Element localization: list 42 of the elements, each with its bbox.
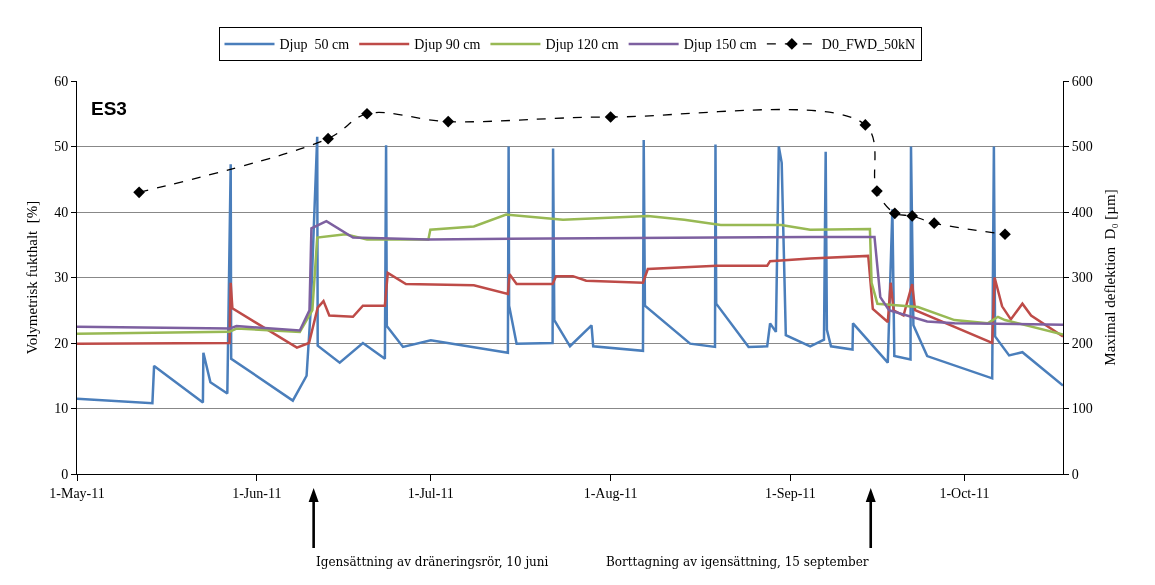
y2-tick-label: 100 xyxy=(1071,401,1093,417)
y2-tick-label: 300 xyxy=(1071,270,1093,286)
x-tick-label: 1-Jul-11 xyxy=(407,485,454,501)
y-tick-label: 0 xyxy=(61,466,69,482)
point xyxy=(322,132,334,145)
x-tick-label: 1-Aug-11 xyxy=(583,485,638,501)
text: Borttagning av igensättning, 15 september xyxy=(606,555,869,569)
y-tick-label: 40 xyxy=(54,204,69,220)
legend-label: Djup 120 cm xyxy=(545,37,619,53)
annotation: ES3 xyxy=(91,98,127,119)
y-tick-label: 30 xyxy=(54,270,69,286)
y2-axis-title: Maximal deflektion D₀ [µm] xyxy=(1101,189,1118,366)
y2-tick-label: 0 xyxy=(1071,466,1079,482)
point xyxy=(604,111,617,123)
point xyxy=(859,119,872,131)
x-tick-label: 1-Jun-11 xyxy=(232,485,282,501)
x-tick-label: 1-Sep-11 xyxy=(764,485,816,501)
x-tick-label: 1-Oct-11 xyxy=(939,485,990,501)
y-axis-title: Volymetrisk fukthalt [%] xyxy=(24,200,41,355)
point xyxy=(442,115,455,128)
y2-tick-label: 200 xyxy=(1071,335,1093,351)
legend-label: Djup 90 cm xyxy=(414,37,481,53)
text: Igensättning av dräneringsrör, 10 juni xyxy=(316,555,549,569)
y2-tick-label: 600 xyxy=(1071,73,1093,89)
y-tick-label: 60 xyxy=(54,73,69,89)
legend-label: Djup 150 cm xyxy=(683,37,757,53)
x-tick-label: 1-May-11 xyxy=(49,485,105,501)
point xyxy=(888,207,901,220)
point xyxy=(999,228,1011,241)
point xyxy=(928,217,941,229)
line-series xyxy=(77,254,1063,349)
legend-label: Djup 50 cm xyxy=(279,37,350,53)
y-tick-label: 50 xyxy=(54,139,69,155)
legend-label: D0_FWD_50kN xyxy=(821,37,916,53)
line-series xyxy=(77,135,1063,405)
y2-tick-label: 500 xyxy=(1071,139,1093,155)
y-tick-label: 20 xyxy=(54,335,69,351)
y-tick-label: 10 xyxy=(54,401,69,417)
point xyxy=(133,186,145,199)
y2-tick-label: 400 xyxy=(1071,204,1093,220)
point xyxy=(906,210,919,222)
point xyxy=(361,107,373,120)
